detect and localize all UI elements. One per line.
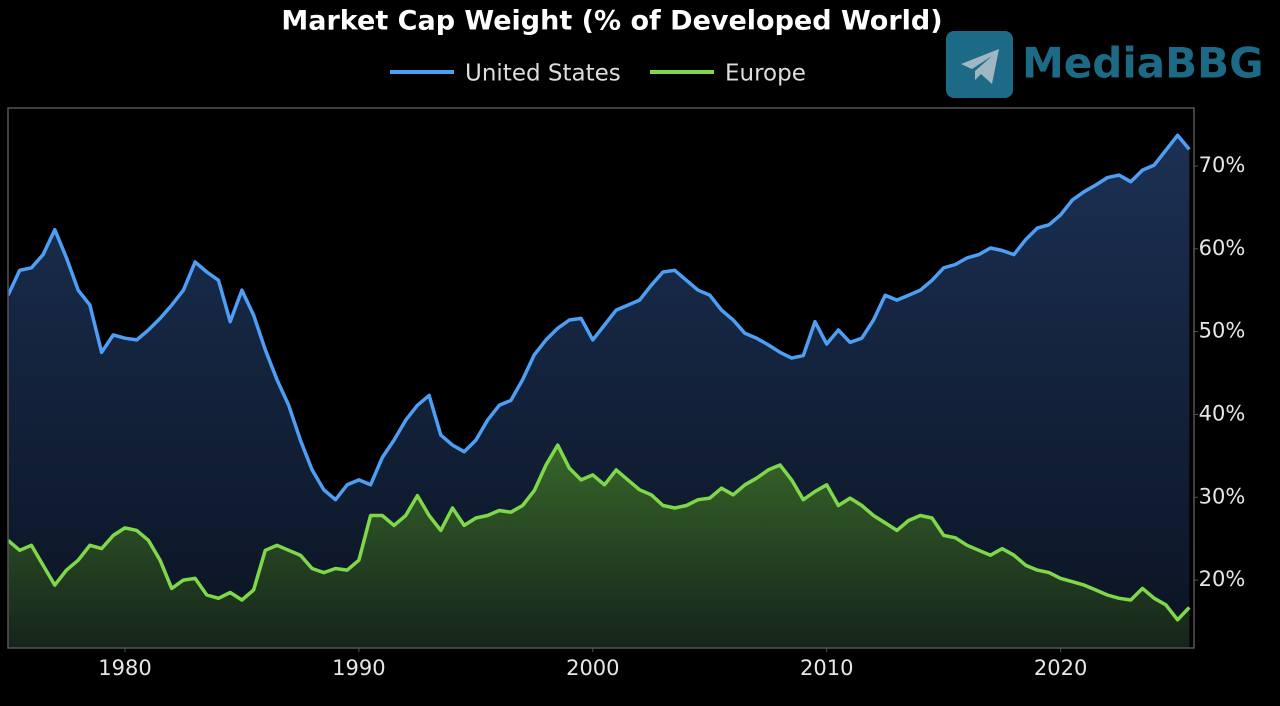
y-tick-label: 60% bbox=[1199, 236, 1246, 260]
series-line bbox=[8, 133, 1191, 502]
y-tick-label: 50% bbox=[1199, 319, 1246, 343]
series-line bbox=[8, 443, 1191, 622]
chart-title: Market Cap Weight (% of Developed World) bbox=[281, 6, 942, 37]
series-area bbox=[8, 135, 1190, 648]
y-tick-label: 70% bbox=[1199, 153, 1246, 177]
legend-label: United States bbox=[465, 61, 621, 87]
x-tick-label: 2010 bbox=[800, 656, 853, 680]
plot-frame bbox=[7, 107, 1195, 649]
y-tick-label: 40% bbox=[1199, 401, 1246, 425]
watermark-icon bbox=[946, 31, 1013, 98]
watermark: MediaBBG bbox=[946, 31, 1264, 98]
x-tick-label: 2020 bbox=[1034, 656, 1087, 680]
x-tick-label: 1990 bbox=[332, 656, 385, 680]
y-tick-label: 20% bbox=[1199, 567, 1246, 591]
y-tick-label: 30% bbox=[1199, 484, 1246, 508]
x-tick-label: 2000 bbox=[566, 656, 619, 680]
legend-label: Europe bbox=[725, 61, 806, 87]
watermark-text: MediaBBG bbox=[1022, 39, 1264, 88]
series-area bbox=[8, 445, 1190, 648]
x-tick-label: 1980 bbox=[98, 656, 151, 680]
telegram-glyph bbox=[961, 49, 999, 84]
